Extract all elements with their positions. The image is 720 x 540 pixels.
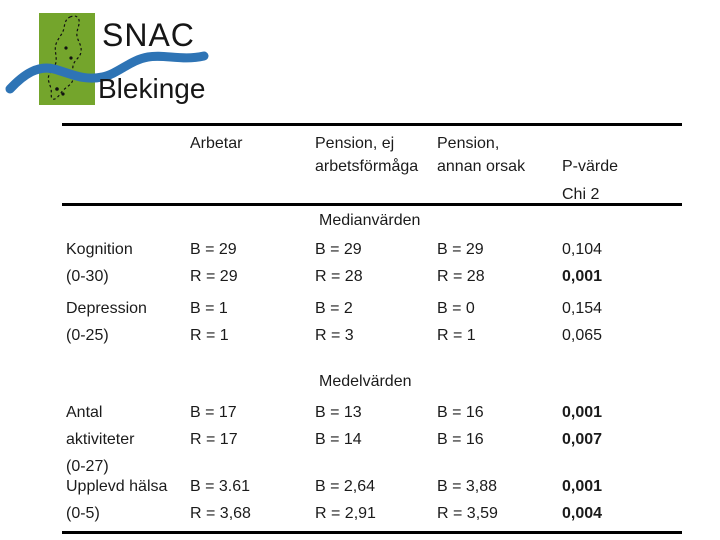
value-line: R = 3,59 [437, 505, 498, 522]
cell-pension-ej: B = 2,64 R = 2,91 [315, 473, 437, 527]
p-value: 0,154 [562, 300, 603, 317]
value-line: R = 1 [437, 327, 476, 344]
row-range: (0-25) [66, 327, 109, 344]
value-line: R = 3 [315, 327, 354, 344]
value-line: R = 1 [190, 327, 229, 344]
results-table: Arbetar Pension, ej arbetsförmåga Pensio… [62, 123, 682, 534]
cell-pension-annan: B = 16 B = 16 [437, 399, 562, 480]
row-range: (0-5) [66, 505, 100, 522]
cell-pension-annan: B = 29 R = 28 [437, 236, 562, 290]
cell-pension-annan: B = 0 R = 1 [437, 295, 562, 349]
map-city-dots [55, 46, 73, 96]
green-rectangle [39, 13, 95, 105]
value-line: B = 2,64 [315, 478, 376, 495]
value-line: B = 14 [315, 431, 362, 448]
logo-title: SNAC [102, 17, 195, 53]
row-range: (0-30) [66, 268, 109, 285]
logo-region-name: Blekinge [98, 73, 206, 104]
table-header-row: Arbetar Pension, ej arbetsförmåga Pensio… [62, 132, 682, 229]
value-line: B = 3,88 [437, 478, 498, 495]
col-header-pension-ej-arbetsformaga: Pension, ej arbetsförmåga [315, 135, 419, 175]
value-line: R = 28 [315, 268, 363, 285]
row-measure: Depression [66, 300, 147, 317]
cell-pension-ej: B = 29 R = 28 [315, 236, 437, 290]
col-header-arbetar: Arbetar [190, 135, 243, 152]
logo-graphic [5, 13, 209, 105]
cell-p-value: 0,001 0,004 [562, 473, 686, 527]
row-measure: Upplevd hälsa [66, 478, 168, 495]
blue-wave-icon [5, 51, 209, 94]
value-line: B = 16 [437, 404, 484, 421]
value-line: B = 17 [190, 404, 237, 421]
cell-p-value: 0,154 0,065 [562, 295, 686, 349]
value-line: B = 3.61 [190, 478, 251, 495]
table-row-upplevd-halsa: Upplevd hälsa (0-5) B = 3.61 R = 3,68 B … [62, 473, 682, 527]
row-measure: Antal aktiviteter [66, 404, 135, 448]
row-measure: Kognition [66, 241, 133, 258]
value-line: B = 29 [190, 241, 237, 258]
row-range: (0-27) [66, 458, 109, 475]
p-value: 0,001 [562, 404, 603, 421]
p-value: 0,104 [562, 241, 603, 258]
chi2-label: Chi 2 [562, 186, 600, 203]
cell-arbetar: B = 3.61 R = 3,68 [190, 473, 315, 527]
col-header-pension-annan-orsak: Pension, annan orsak [437, 135, 526, 175]
p-value: 0,001 [562, 268, 603, 285]
table-row-kognition: Kognition (0-30) B = 29 R = 29 B = 29 R … [62, 236, 682, 290]
cell-arbetar: B = 17 R = 17 [190, 399, 315, 480]
cell-pension-ej: B = 2 R = 3 [315, 295, 437, 349]
cell-pension-annan: B = 3,88 R = 3,59 [437, 473, 562, 527]
cell-arbetar: B = 1 R = 1 [190, 295, 315, 349]
p-varde-label: P-värde [562, 158, 619, 175]
value-line: R = 29 [190, 268, 238, 285]
value-line: R = 3,68 [190, 505, 251, 522]
col-header-empty [66, 132, 190, 229]
cell-arbetar: B = 29 R = 29 [190, 236, 315, 290]
row-label-cell: Antal aktiviteter (0-27) [66, 399, 190, 480]
p-value: 0,004 [562, 505, 603, 522]
row-label-cell: Upplevd hälsa (0-5) [66, 473, 190, 527]
value-line: B = 29 [315, 241, 362, 258]
value-line: B = 13 [315, 404, 362, 421]
value-line: R = 28 [437, 268, 485, 285]
cell-pension-ej: B = 13 B = 14 [315, 399, 437, 480]
row-label-cell: Depression (0-25) [66, 295, 190, 349]
row-label-cell: Kognition (0-30) [66, 236, 190, 290]
snac-blekinge-logo: SNAC Blekinge [0, 0, 218, 118]
cell-p-value: 0,104 0,001 [562, 236, 686, 290]
value-line: B = 29 [437, 241, 484, 258]
cell-p-value: 0,001 0,007 [562, 399, 686, 480]
p-value: 0,001 [562, 478, 603, 495]
p-value: 0,065 [562, 327, 603, 344]
table-row-depression: Depression (0-25) B = 1 R = 1 B = 2 R = … [62, 295, 682, 349]
section-label-medelvarden: Medelvärden [319, 373, 412, 390]
header-divider-line [62, 203, 682, 206]
table-row-antal-aktiviteter: Antal aktiviteter (0-27) B = 17 R = 17 B… [62, 399, 682, 480]
value-line: B = 16 [437, 431, 484, 448]
value-line: B = 1 [190, 300, 228, 317]
value-line: B = 0 [437, 300, 475, 317]
value-line: R = 17 [190, 431, 238, 448]
value-line: R = 2,91 [315, 505, 376, 522]
value-line: B = 2 [315, 300, 353, 317]
section-label-medianvarden: Medianvärden [319, 212, 421, 229]
col-header-p-varde: P-värde Chi 2 [562, 132, 686, 229]
p-value: 0,007 [562, 431, 603, 448]
